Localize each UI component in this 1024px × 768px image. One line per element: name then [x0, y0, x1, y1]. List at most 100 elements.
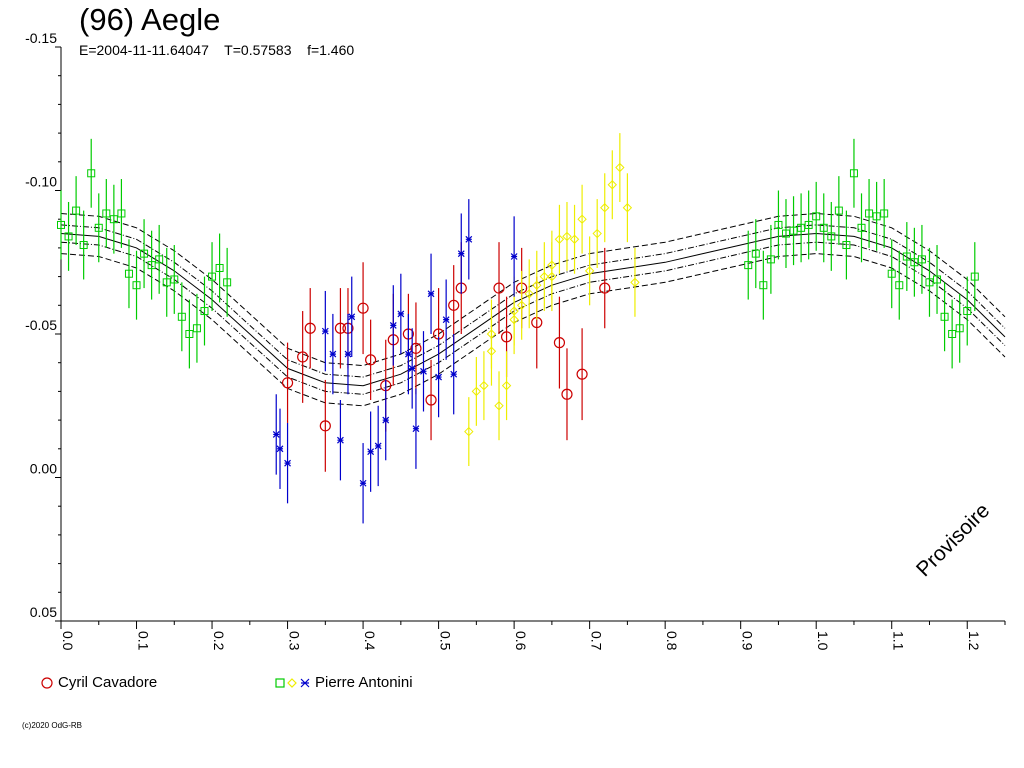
data-point-star: [389, 321, 397, 329]
data-point-diamond: [562, 231, 572, 242]
data-point-square: [925, 278, 934, 287]
data-point-diamond: [532, 280, 542, 290]
data-point-square: [910, 258, 919, 267]
data-point-star: [435, 373, 443, 381]
data-point-circle: [297, 351, 309, 363]
data-point-circle: [281, 377, 294, 389]
data-point-circle: [304, 322, 316, 334]
data-point-square: [842, 241, 851, 250]
data-point-diamond: [630, 277, 640, 288]
data-point-square: [147, 261, 156, 270]
data-point-square: [880, 209, 889, 218]
data-point-square: [102, 209, 111, 218]
data-point-circle: [500, 331, 513, 343]
x-tick-label: 0.5: [438, 631, 454, 651]
data-point-star: [284, 459, 291, 467]
data-point-circle: [493, 282, 505, 294]
y-tick-label: 0.05: [30, 604, 57, 620]
data-point-square: [751, 249, 760, 258]
data-point-diamond: [592, 228, 602, 239]
fit-band-outer-lower: [60, 253, 1006, 407]
x-tick-label: 0.2: [211, 631, 227, 651]
data-point-circle: [357, 302, 369, 314]
data-point-square: [79, 241, 88, 250]
data-point-square: [804, 220, 813, 229]
data-point-diamond: [615, 162, 625, 173]
data-point-circle: [576, 368, 588, 380]
data-point-star: [442, 316, 450, 324]
data-point-diamond: [554, 234, 565, 244]
data-point-square: [155, 255, 164, 264]
data-point-diamond: [479, 380, 489, 391]
x-tick-label: 1.2: [966, 631, 982, 651]
data-point-star: [457, 250, 465, 258]
data-point-square: [64, 232, 73, 241]
data-point-square: [827, 232, 836, 241]
data-point-square: [766, 255, 775, 264]
data-point-circle: [448, 299, 460, 311]
data-point-square: [963, 307, 972, 316]
data-point-circle: [561, 388, 573, 400]
data-point-square: [200, 307, 209, 316]
data-point-square: [57, 220, 65, 229]
data-point-square: [955, 324, 964, 333]
data-point-square: [132, 281, 141, 290]
data-point-star: [374, 442, 382, 450]
legend-label-antonini: Pierre Antonini: [315, 674, 413, 691]
data-point-circle: [553, 337, 566, 349]
legend-marker-circle: [41, 677, 53, 689]
data-point-square: [124, 269, 133, 278]
data-point-square: [87, 169, 96, 178]
data-point-star: [404, 350, 412, 358]
legend-label-cavadore: Cyril Cavadore: [58, 674, 158, 691]
x-tick-label: 1.0: [815, 631, 831, 651]
data-point-square: [72, 206, 81, 215]
x-tick-label: 0.4: [362, 631, 378, 651]
data-point-diamond: [547, 271, 557, 282]
data-point-square: [177, 312, 186, 321]
data-point-circle: [365, 354, 377, 366]
data-point-square: [223, 278, 232, 287]
data-point-square: [917, 255, 926, 264]
data-point-diamond: [622, 203, 633, 213]
data-point-star: [510, 253, 518, 260]
data-point-square: [895, 281, 904, 290]
data-point-square: [170, 275, 179, 284]
data-point-square: [789, 226, 798, 235]
data-point-circle: [319, 420, 331, 432]
data-point-diamond: [539, 271, 550, 282]
data-point-star: [336, 436, 344, 444]
data-point-square: [744, 261, 753, 270]
data-point-diamond: [600, 203, 610, 213]
x-tick-label: 0.0: [60, 631, 76, 651]
legend-item-cavadore: Cyril Cavadore: [40, 674, 157, 692]
data-point-square: [774, 220, 783, 229]
chart-title: (96) Aegle: [79, 2, 221, 37]
data-point-diamond: [524, 289, 534, 299]
data-point-square: [192, 324, 201, 333]
data-point-square: [117, 209, 126, 218]
data-point-diamond: [577, 214, 587, 224]
data-point-star: [359, 479, 367, 487]
data-point-circle: [425, 394, 437, 406]
data-point-square: [208, 272, 217, 281]
data-point-star: [412, 425, 420, 433]
chart-subtitle: E=2004-11-11.64047 T=0.57583 f=1.460: [79, 42, 355, 58]
x-tick-label: 1.1: [891, 631, 907, 651]
data-point-square: [94, 223, 103, 232]
data-point-square: [797, 223, 806, 232]
fit-band-inner-lower: [60, 241, 1006, 395]
legend-item-antonini: Pierre Antonini: [275, 674, 413, 692]
data-point-circle: [334, 322, 347, 334]
data-point-square: [887, 269, 896, 278]
data-point-diamond: [494, 401, 504, 411]
data-point-diamond: [509, 314, 519, 325]
data-point-square: [215, 263, 224, 272]
data-point-square: [865, 209, 874, 218]
y-tick-label: -0.15: [25, 30, 57, 46]
fit-band-outer-upper: [60, 212, 1006, 367]
data-point-star: [272, 431, 280, 438]
data-point-square: [819, 223, 828, 232]
data-point-star: [420, 367, 427, 375]
data-point-diamond: [471, 386, 482, 397]
